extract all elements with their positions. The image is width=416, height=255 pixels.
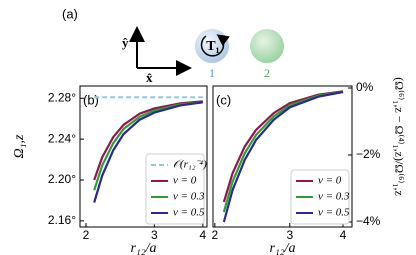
y-tick-label: 2.16° xyxy=(48,213,76,227)
legend-label: ν = 0 xyxy=(318,175,342,187)
panel-label: (a) xyxy=(62,6,78,21)
y-tick-label: 2.28° xyxy=(48,90,76,104)
series-line xyxy=(93,100,203,181)
y-tick-label: −2% xyxy=(356,147,381,161)
sphere-label: 1 xyxy=(209,66,215,80)
series-line xyxy=(93,101,203,203)
series-line xyxy=(222,90,344,203)
series-line xyxy=(222,90,344,223)
legend-label: ν = 0.5 xyxy=(318,207,350,219)
legend-box xyxy=(290,169,350,225)
y-axis-label: ŷ xyxy=(122,35,129,50)
legend-label: ν = 0.3 xyxy=(173,191,205,203)
panel-label: (b) xyxy=(83,92,99,107)
series-line xyxy=(93,101,203,191)
y-tick-label: 2.24° xyxy=(48,131,76,145)
y-axis-label: Ω₁,z xyxy=(12,134,27,158)
x-axis-label: r₁₂/a xyxy=(269,241,295,255)
legend-label: ν = 0 xyxy=(173,175,197,187)
plot-frame xyxy=(212,85,353,228)
x-tick-label: 2 xyxy=(212,228,219,242)
torque-label: T₁ xyxy=(206,39,220,54)
y-tick-label: −4% xyxy=(356,214,381,228)
sphere-label: 2 xyxy=(264,66,270,80)
y-axis-label: (Ω⁽⁶⁾₁,z − Ω⁽⁴⁾₁,z)/Ω⁽⁶⁾₁,z xyxy=(392,77,406,196)
x-tick-label: 3 xyxy=(286,228,293,242)
x-axis-label: x̂ xyxy=(146,70,153,85)
legend-box xyxy=(145,153,205,225)
sphere-2 xyxy=(250,29,284,63)
x-axis-label: r₁₂/a xyxy=(130,241,156,255)
y-tick-label: 0% xyxy=(356,80,374,94)
x-tick-label: 4 xyxy=(340,228,347,242)
y-tick-label: 2.20° xyxy=(48,172,76,186)
x-tick-label: 4 xyxy=(199,228,206,242)
legend-label: 𝒪(r₁₂⁻⁴) xyxy=(173,159,207,171)
legend-label: ν = 0.5 xyxy=(173,207,205,219)
x-tick-label: 3 xyxy=(151,228,158,242)
x-tick-label: 2 xyxy=(83,228,90,242)
plot-frame xyxy=(79,85,208,228)
torque-arrow xyxy=(200,34,230,57)
legend-label: ν = 0.3 xyxy=(318,191,350,203)
panel-label: (c) xyxy=(216,92,231,107)
